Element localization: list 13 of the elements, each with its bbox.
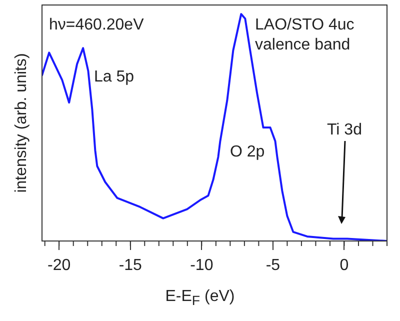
annotation: LAO/STO 4uc [255,16,354,34]
x-axis-title: E-E$_{F}$ (eV) [164,288,236,308]
annotation: hν=460.20eV [49,16,144,34]
annotation: Ti 3d [327,121,362,138]
x-tick-label: -15 [118,257,142,274]
x-tick-label: -20 [48,257,71,274]
x-tick-label: 0 [340,257,349,274]
annotation: La 5p [94,68,134,86]
annotation: valence band [255,36,350,54]
x-tick-label: -5 [266,257,280,274]
annotation: O 2p [230,143,265,160]
y-axis-title: intensity (arb. units) [13,53,31,193]
x-tick-label: -10 [190,257,214,274]
